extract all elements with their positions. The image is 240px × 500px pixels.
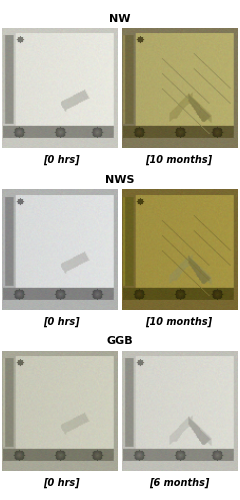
Text: [0 hrs]: [0 hrs] <box>43 316 79 326</box>
Text: [0 hrs]: [0 hrs] <box>43 478 79 488</box>
Text: [0 hrs]: [0 hrs] <box>43 155 79 166</box>
Text: [6 months]: [6 months] <box>149 478 209 488</box>
Text: [10 months]: [10 months] <box>145 155 212 166</box>
Text: [10 months]: [10 months] <box>145 316 212 326</box>
Text: GGB: GGB <box>107 336 133 346</box>
Text: NW: NW <box>109 14 131 24</box>
Text: NWS: NWS <box>105 175 135 185</box>
